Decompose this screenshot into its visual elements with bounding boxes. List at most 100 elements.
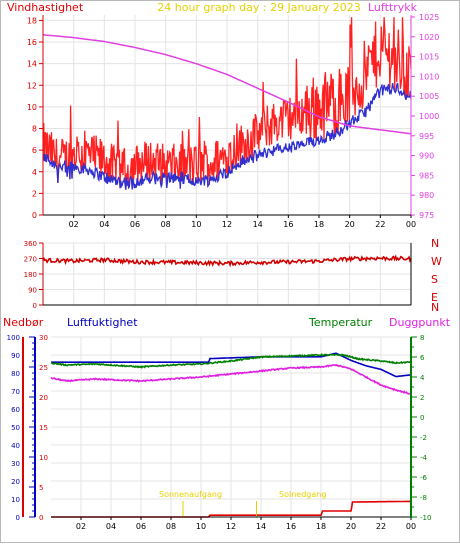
climate-x-tick-label: 22	[376, 522, 386, 531]
temperature-tick-label: -6	[420, 474, 428, 482]
rain-tick-label: 0	[39, 514, 43, 522]
temperature-tick-label: -10	[420, 514, 431, 522]
humidity-tick-label: 80	[11, 370, 20, 378]
rain-tick-label: 30	[39, 334, 48, 342]
wind-tick-label: 4	[32, 168, 37, 177]
humidity-tick-label: 50	[11, 424, 20, 432]
direction-series	[42, 254, 412, 268]
wind-tick-label: 0	[32, 211, 37, 220]
temperature-tick-label: -8	[420, 494, 427, 502]
wind-tick-label: 18	[27, 16, 37, 25]
pressure-tick-label: 985	[419, 171, 434, 180]
wind-x-tick-label: 12	[222, 220, 232, 229]
wind-average-series-line	[42, 82, 412, 190]
temperature-series-line	[50, 352, 412, 369]
humidity-tick-label: 100	[7, 334, 20, 342]
pressure-tick-label: 1010	[419, 72, 439, 81]
rain-tick-label: 10	[39, 454, 48, 462]
temperature-tick-label: -4	[420, 454, 428, 462]
wind-tick-label: 6	[32, 146, 37, 155]
direction-tick-label: 0	[33, 302, 37, 310]
pressure-tick-label: 980	[419, 191, 434, 200]
rain-label: Nedbør	[3, 316, 44, 329]
pressure-series-line	[42, 34, 412, 135]
humidity-tick-label: 90	[11, 352, 20, 360]
compass-label-n-top: N	[431, 237, 439, 250]
direction-tick-label: 180	[24, 271, 37, 279]
direction-grid	[43, 242, 412, 306]
temperature-tick-label: 2	[420, 394, 424, 402]
climate-x-tick-label: 10	[196, 522, 206, 531]
annotation-sunset: Solnedgang	[279, 490, 326, 499]
temperature-tick-label: 8	[420, 334, 424, 342]
pressure-tick-label: 1000	[419, 112, 439, 121]
rain-tick-label: 25	[39, 364, 48, 372]
temperature-tick-label: 0	[420, 414, 424, 422]
climate-x-tick-label: 02	[76, 522, 86, 531]
rain-tick-label: 5	[39, 484, 43, 492]
wind-x-tick-label: 00	[406, 220, 416, 229]
wind-tick-label: 14	[27, 60, 37, 69]
wind-tick-label: 8	[32, 125, 37, 134]
temperature-tick-label: -2	[420, 434, 427, 442]
pressure-tick-label: 1005	[419, 92, 439, 101]
pressure-tick-label: 990	[419, 152, 434, 161]
wind-tick-label: 16	[27, 38, 37, 47]
chart-title: 24 hour graph day : 29 January 2023	[157, 1, 361, 14]
wind-speed-label: Vindhastighet	[7, 1, 84, 14]
pressure-tick-label: 1020	[419, 33, 439, 42]
annotation-sunrise: Sonnenaufgang	[159, 490, 222, 499]
wind-tick-label: 12	[27, 81, 37, 90]
climate-x-tick-label: 12	[226, 522, 236, 531]
wind-grid	[43, 15, 412, 216]
wind-x-tick-label: 06	[130, 220, 140, 229]
wind-tick-label: 10	[27, 103, 37, 112]
climate-x-tick-label: 16	[286, 522, 296, 531]
humidity-tick-label: 40	[11, 442, 20, 450]
compass-label-s: S	[431, 273, 438, 286]
climate-axes: 0102030405060708090100051015202530-10-8-…	[7, 334, 432, 531]
gust-series-line	[42, 17, 412, 190]
climate-x-tick-label: 08	[166, 522, 176, 531]
compass-label-w: W	[431, 255, 442, 268]
wind-axes: 0246810121416189759809859909951000100510…	[27, 13, 440, 229]
wind-pressure-series	[42, 17, 412, 190]
temperature-label: Temperatur	[308, 316, 373, 329]
pressure-tick-label: 1015	[419, 53, 439, 62]
humidity-tick-label: 30	[11, 460, 20, 468]
direction-tick-label: 360	[24, 240, 37, 248]
temperature-tick-label: 4	[420, 374, 425, 382]
compass-label-e: E	[431, 291, 438, 304]
wind-x-tick-label: 08	[161, 220, 171, 229]
wind-x-tick-label: 14	[253, 220, 263, 229]
direction-tick-label: 90	[28, 287, 37, 295]
direction-tick-label: 270	[24, 256, 37, 264]
rain-tick-label: 15	[39, 424, 48, 432]
pressure-tick-label: 975	[419, 211, 434, 220]
direction-axes: 0 90 180 270 360	[24, 240, 412, 310]
wind-x-tick-label: 20	[345, 220, 355, 229]
humidity-tick-label: 10	[11, 496, 20, 504]
climate-x-tick-label: 14	[256, 522, 266, 531]
humidity-label: Luftfuktighet	[67, 316, 138, 329]
pressure-tick-label: 995	[419, 132, 434, 141]
wind-x-tick-label: 10	[191, 220, 201, 229]
humidity-series-line	[51, 352, 412, 378]
wind-x-tick-label: 16	[283, 220, 293, 229]
wind-x-tick-label: 18	[314, 220, 324, 229]
climate-x-tick-label: 20	[346, 522, 356, 531]
pressure-label: Lufttrykk	[368, 1, 418, 14]
climate-x-tick-label: 04	[106, 522, 116, 531]
direction-series-line	[42, 254, 412, 268]
wind-x-tick-label: 04	[99, 220, 109, 229]
compass-label-n-bottom: N	[431, 301, 439, 314]
wind-tick-label: 2	[32, 189, 37, 198]
dewpoint-series-line	[50, 363, 411, 395]
rain-tick-label: 20	[39, 394, 48, 402]
climate-x-tick-label: 18	[316, 522, 326, 531]
humidity-tick-label: 0	[16, 514, 20, 522]
wind-x-tick-label: 02	[69, 220, 79, 229]
pressure-tick-label: 1025	[419, 13, 439, 22]
climate-x-tick-label: 00	[406, 522, 416, 531]
